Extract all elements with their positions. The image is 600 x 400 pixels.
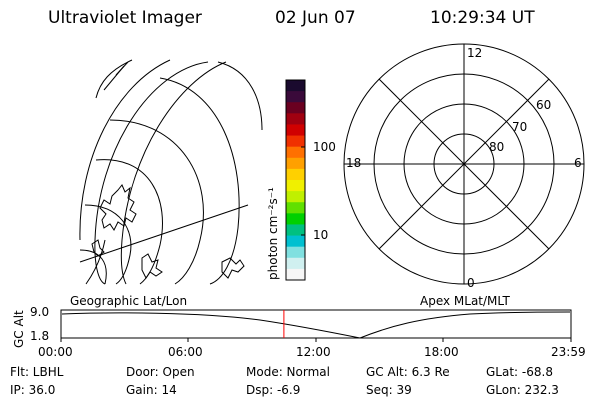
map-grid-line (95, 59, 133, 99)
altitude-ylabel: GC Alt (12, 310, 26, 348)
glon-readout: GLon: 232.3 (486, 383, 559, 397)
color-scale-frame (285, 79, 306, 281)
dsp-readout: Dsp: -6.9 (246, 383, 301, 397)
altitude-trajectory (61, 311, 571, 339)
map-grid-line (95, 159, 163, 285)
color-scale-tick-label: 100 (313, 140, 336, 154)
map-grid-line (84, 204, 132, 285)
color-scale-band (286, 180, 305, 192)
map-grid-line (79, 249, 107, 285)
map-grid-line (109, 119, 204, 285)
color-scale-band (286, 80, 305, 92)
color-scale-band (286, 124, 305, 137)
mlat-label-60: 60 (536, 98, 552, 112)
map-grid-line (120, 61, 227, 285)
map-grid-line (79, 59, 171, 241)
coastline (141, 253, 163, 279)
color-scale-band (286, 91, 305, 103)
color-scale-band (286, 202, 305, 214)
color-scale-band (286, 191, 305, 203)
mlt-label-0: 0 (467, 276, 475, 290)
mlt-label-18: 18 (346, 156, 362, 170)
filter-readout: Flt: LBHL (10, 365, 64, 379)
map-grid-line (85, 239, 106, 285)
coastline (221, 257, 245, 279)
altitude-plot (60, 309, 572, 342)
x-tick-label: 12:00 (296, 345, 331, 359)
color-scale-bar (286, 80, 305, 281)
color-scale-band (286, 257, 305, 270)
observation-time: 10:29:34 UT (430, 8, 535, 28)
mlt-label-12: 12 (467, 46, 483, 60)
coastline (91, 239, 105, 257)
color-scale-tick-label: 10 (313, 228, 329, 242)
gain-readout: Gain: 14 (126, 383, 177, 397)
altitude-ytick-min: 1.8 (30, 329, 50, 343)
x-tick-label: 23:59 (551, 345, 586, 359)
map-grid-line (103, 65, 125, 91)
polar-diagonal (378, 78, 550, 250)
map-grid-line (159, 77, 240, 285)
color-scale-band (286, 157, 305, 170)
color-scale-band (286, 246, 305, 259)
color-scale-band (286, 268, 305, 281)
mlat-label-80: 80 (489, 140, 505, 154)
mode-readout: Mode: Normal (246, 365, 330, 379)
color-scale-band (286, 235, 305, 248)
map-grid-line (94, 61, 209, 285)
altitude-ytick-max: 9.0 (30, 305, 50, 319)
instrument-title: Ultraviolet Imager (48, 8, 202, 28)
x-tick-label: 18:00 (424, 345, 459, 359)
map-grid-line (79, 204, 249, 263)
polar-label: Apex MLat/MLT (420, 294, 510, 308)
color-scale-band (286, 146, 305, 159)
color-scale-band (286, 135, 305, 148)
seq-readout: Seq: 39 (366, 383, 412, 397)
color-scale-band (286, 113, 305, 125)
x-tick-label: 06:00 (168, 345, 203, 359)
observation-date: 02 Jun 07 (275, 8, 356, 28)
mlt-label-6: 6 (574, 156, 582, 170)
map-grid-line (217, 61, 263, 131)
color-scale-unit-label: photon cm⁻²s⁻¹ (266, 187, 280, 280)
glat-readout: GLat: -68.8 (486, 365, 553, 379)
altitude-plot-frame (60, 309, 572, 339)
door-readout: Door: Open (126, 365, 195, 379)
x-tick-label: 00:00 (38, 345, 73, 359)
map-label: Geographic Lat/Lon (70, 294, 188, 308)
polar-grid (343, 43, 585, 285)
color-scale-band (286, 213, 305, 225)
coastline (99, 184, 137, 231)
color-scale-band (286, 224, 305, 237)
ip-readout: IP: 36.0 (10, 383, 56, 397)
gc-alt-readout: GC Alt: 6.3 Re (366, 365, 450, 379)
geographic-map (79, 59, 263, 285)
color-scale-band (286, 168, 305, 181)
color-scale-band (286, 102, 305, 114)
mlat-label-70: 70 (512, 120, 528, 134)
